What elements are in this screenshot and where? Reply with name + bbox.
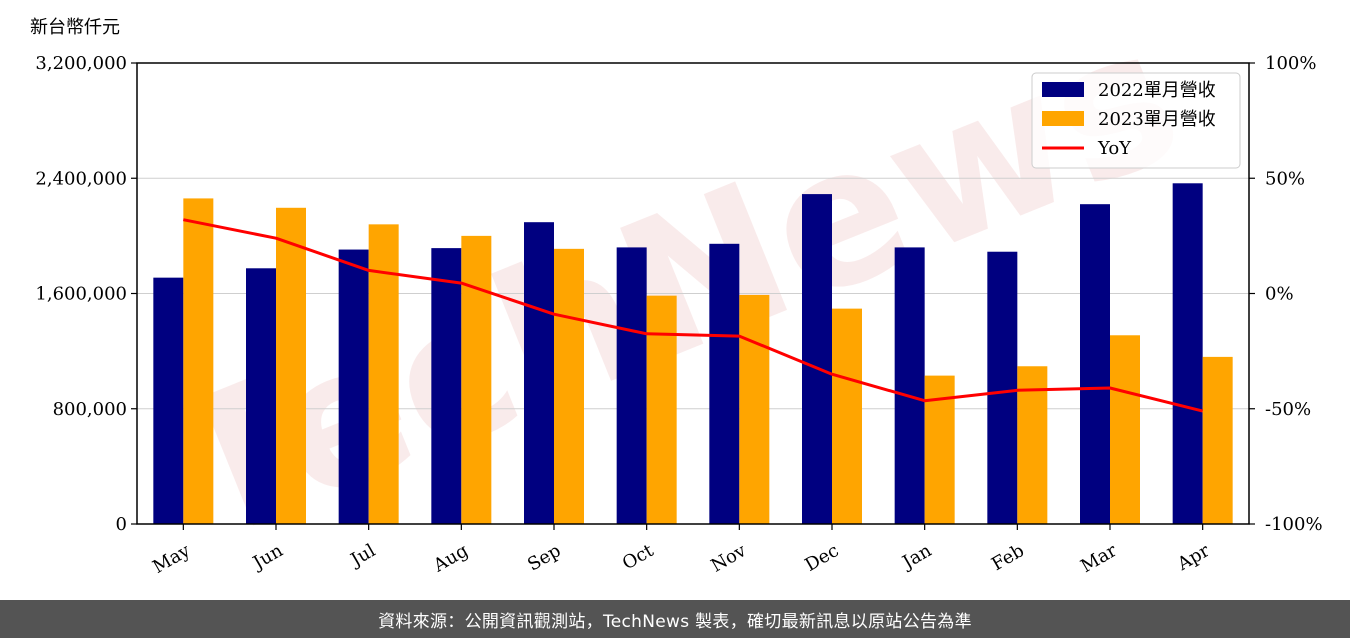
source-footer: 資料來源：公開資訊觀測站，TechNews 製表，確切最新訊息以原站公告為準 bbox=[0, 600, 1350, 638]
bar-2022-may bbox=[153, 277, 184, 524]
bar-2023-may bbox=[183, 198, 214, 524]
revenue-chart: TechNews 0800,0001,600,0002,400,0003,200… bbox=[30, 0, 1323, 585]
bar-2023-jul bbox=[368, 224, 399, 524]
left-tick-label: 2,400,000 bbox=[35, 168, 127, 189]
bar-2023-aug bbox=[461, 235, 492, 524]
left-tick-label: 800,000 bbox=[53, 399, 127, 420]
x-tick-label-may: May bbox=[149, 540, 194, 578]
legend-label: 2022單月營收 bbox=[1098, 80, 1216, 101]
bar-2022-aug bbox=[431, 248, 462, 525]
bar-2022-jan bbox=[894, 247, 925, 524]
legend: 2022單月營收 2023單月營收 YoY bbox=[1031, 72, 1241, 169]
x-tick-label-feb: Feb bbox=[988, 540, 1028, 575]
unit-label: 新台幣仟元 bbox=[30, 17, 120, 38]
right-tick-label: 100% bbox=[1265, 53, 1316, 74]
x-tick-label-apr: Apr bbox=[1173, 540, 1213, 575]
bar-2022-mar bbox=[1080, 204, 1110, 524]
legend-swatch bbox=[1042, 111, 1084, 126]
bar-2023-oct bbox=[646, 295, 677, 524]
x-tick-label-nov: Nov bbox=[707, 540, 750, 577]
bar-2022-apr bbox=[1172, 183, 1203, 525]
bar-2023-mar bbox=[1110, 335, 1140, 524]
x-tick-label-sep: Sep bbox=[524, 540, 564, 575]
x-tick-label-jul: Jul bbox=[346, 540, 380, 572]
bar-2022-sep bbox=[524, 222, 554, 524]
x-tick-label-dec: Dec bbox=[802, 540, 843, 576]
yoy-line bbox=[183, 218, 1204, 413]
bar-2022-feb bbox=[987, 251, 1018, 525]
legend-label: YoY bbox=[1097, 138, 1132, 159]
left-tick-label: 0 bbox=[116, 514, 127, 535]
legend-label: 2023單月營收 bbox=[1098, 109, 1216, 130]
bars bbox=[153, 183, 1233, 525]
right-tick-label: -50% bbox=[1265, 399, 1311, 420]
right-tick-label: 50% bbox=[1265, 168, 1305, 189]
chart-area: TechNews 0 800,000 1,600,000 2,400,000 3,200… bbox=[30, 0, 1323, 585]
x-tick-label-oct: Oct bbox=[619, 540, 658, 575]
bar-2022-jun bbox=[246, 268, 276, 524]
bar-2023-apr bbox=[1202, 356, 1233, 524]
legend-swatch bbox=[1042, 82, 1084, 97]
bar-2022-jul bbox=[338, 249, 369, 524]
x-tick-label-mar: Mar bbox=[1077, 540, 1121, 577]
right-tick-label: -100% bbox=[1265, 514, 1323, 535]
yoy-line-layer bbox=[183, 218, 1204, 413]
bar-2023-jun bbox=[276, 207, 306, 524]
source-footer-text: 資料來源：公開資訊觀測站，TechNews 製表，確切最新訊息以原站公告為準 bbox=[378, 611, 972, 632]
bar-2022-nov bbox=[709, 243, 740, 524]
bar-2023-sep bbox=[554, 248, 584, 524]
bar-2023-nov bbox=[739, 294, 770, 524]
gridlines bbox=[137, 177, 1249, 410]
left-tick-label: 3,200,000 bbox=[35, 53, 127, 74]
bar-2023-feb bbox=[1017, 366, 1048, 524]
x-tick-label-jan: Jan bbox=[897, 540, 935, 574]
right-tick-label: 0% bbox=[1265, 284, 1294, 305]
bar-2022-oct bbox=[616, 247, 647, 524]
x-tick-label-aug: Aug bbox=[429, 540, 472, 577]
left-tick-label: 1,600,000 bbox=[35, 284, 127, 305]
bar-2022-dec bbox=[802, 194, 832, 525]
bar-2023-dec bbox=[832, 308, 862, 524]
